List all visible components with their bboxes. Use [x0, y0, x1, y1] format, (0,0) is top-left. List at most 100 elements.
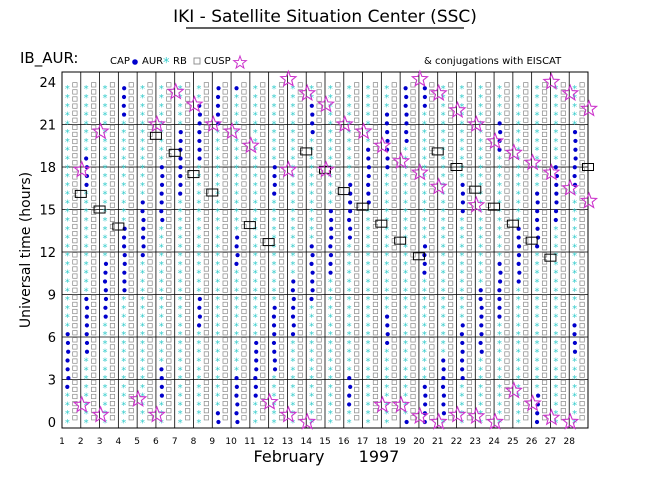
aur-point: *	[478, 225, 483, 236]
aur-point: *	[347, 286, 352, 297]
aur-point: *	[459, 93, 464, 104]
rb-point	[523, 337, 529, 343]
rb-point	[485, 294, 491, 300]
aur-point: *	[497, 190, 502, 201]
cusp-star	[561, 83, 580, 102]
rb-point	[372, 344, 379, 350]
aur-point: *	[272, 146, 277, 157]
rb-point	[185, 153, 191, 159]
aur-point: *	[328, 119, 333, 130]
aur-point: *	[328, 313, 333, 324]
rb-point	[523, 351, 529, 357]
cap-point	[159, 393, 164, 398]
aur-point: *	[159, 348, 164, 359]
aur-point: *	[102, 339, 107, 350]
aur-point: *	[497, 339, 502, 350]
rb-point	[260, 408, 266, 414]
cap-point	[441, 411, 447, 416]
rb-point	[203, 238, 209, 244]
rb-point	[278, 181, 285, 187]
x-tick-label: 25	[507, 437, 518, 447]
cap-point	[65, 340, 71, 346]
aur-point: *	[290, 128, 295, 139]
rb-point	[541, 379, 548, 385]
aur-point: *	[196, 181, 201, 192]
rb-point	[222, 259, 228, 265]
rb-point	[241, 415, 247, 421]
rb-point	[241, 287, 247, 293]
aur-point: *	[196, 409, 201, 420]
aur-point: *	[478, 163, 483, 174]
aur-point: *	[478, 93, 483, 104]
aur-point: *	[309, 374, 314, 385]
aur-point: *	[478, 409, 483, 420]
aur-point: *	[178, 409, 183, 420]
aur-point: *	[535, 330, 540, 341]
aur-point: *	[516, 84, 521, 95]
rb-point	[448, 138, 454, 145]
rb-point	[523, 216, 529, 222]
rb-point	[485, 252, 491, 258]
aur-point: *	[234, 348, 239, 359]
aur-point: *	[497, 392, 502, 403]
aur-point: *	[84, 392, 89, 403]
aur-point: *	[178, 392, 183, 403]
aur-point: *	[65, 155, 70, 166]
aur-point: *	[328, 365, 333, 376]
rb-point	[91, 337, 97, 343]
rb-point	[316, 266, 322, 272]
aur-point: *	[309, 313, 314, 324]
aur-point: *	[102, 348, 107, 359]
rb-point	[72, 386, 78, 392]
aur-point: *	[328, 392, 333, 403]
rb-point	[448, 259, 454, 265]
aur-point: *	[328, 137, 333, 148]
rb-point	[147, 259, 153, 265]
rb-point	[297, 202, 303, 208]
aur-point: *	[215, 295, 220, 306]
aur-point: *	[572, 119, 577, 130]
rb-point	[316, 308, 322, 315]
rb-point	[260, 82, 266, 88]
aur-point: *	[478, 111, 483, 122]
cusp-box	[74, 189, 87, 198]
aur-point: *	[253, 304, 258, 315]
aur-point: *	[365, 251, 370, 262]
rb-point	[485, 386, 491, 392]
rb-point	[485, 408, 491, 414]
aur-point: *	[553, 374, 558, 385]
aur-point: *	[478, 251, 483, 262]
aur-point: *	[234, 207, 239, 218]
rb-point	[372, 117, 379, 123]
rb-point	[372, 294, 379, 300]
rb-point	[185, 351, 191, 357]
rb-point	[91, 358, 97, 364]
rb-point	[203, 89, 209, 95]
rb-point	[128, 231, 134, 237]
rb-point	[109, 401, 116, 407]
rb-point	[91, 146, 97, 152]
rb-point	[560, 365, 566, 371]
rb-point	[316, 103, 322, 109]
rb-point	[72, 358, 78, 364]
rb-point	[429, 195, 435, 201]
rb-point	[128, 89, 134, 95]
aur-point: *	[84, 111, 89, 122]
rb-point	[241, 344, 247, 350]
aur-point: *	[572, 251, 577, 262]
rb-point	[466, 280, 472, 286]
rb-point	[504, 379, 510, 385]
rb-point	[335, 82, 341, 88]
cap-point	[460, 323, 465, 328]
x-tick-label: 3	[97, 437, 103, 447]
aur-point: *	[84, 418, 89, 429]
rb-point	[391, 216, 397, 222]
aur-point: *	[478, 277, 483, 288]
aur-point: *	[309, 216, 314, 227]
rb-point	[354, 89, 360, 95]
aur-point: *	[309, 163, 314, 174]
cusp-star	[279, 405, 298, 423]
rb-point	[372, 82, 379, 88]
rb-point	[185, 195, 191, 201]
aur-point: *	[253, 102, 258, 113]
